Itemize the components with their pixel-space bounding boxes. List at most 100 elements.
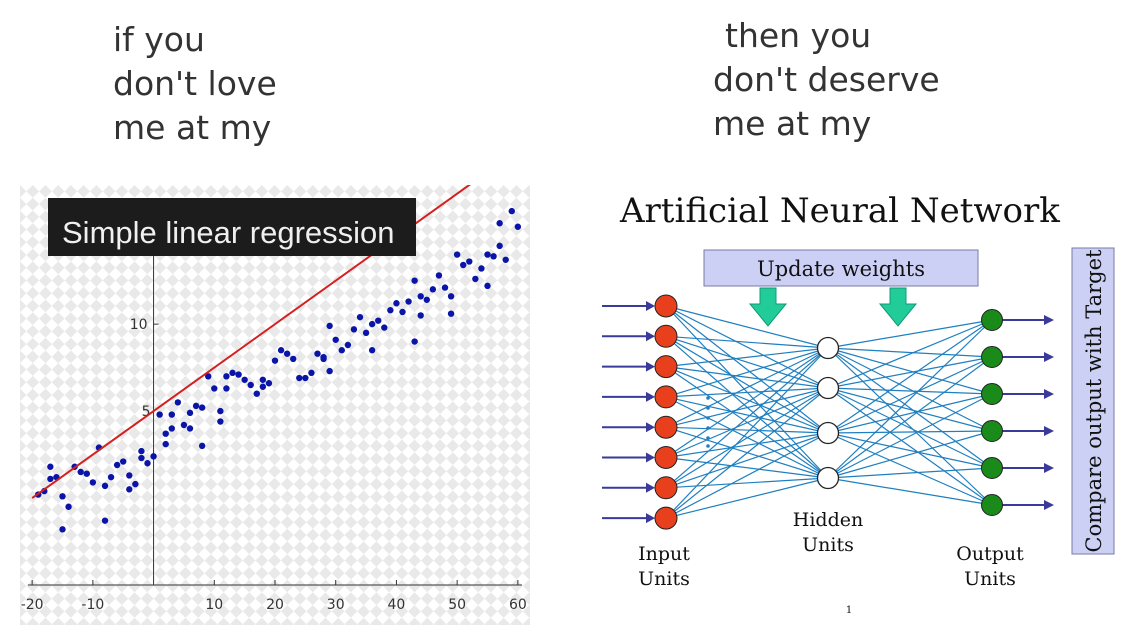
data-point xyxy=(496,242,503,250)
data-point xyxy=(478,265,485,272)
data-point xyxy=(441,284,449,291)
input-hidden-connection xyxy=(665,387,829,459)
input-hidden-connection xyxy=(665,432,829,459)
data-point xyxy=(235,371,242,378)
input-hidden-connection xyxy=(665,335,829,434)
update-weights-label: Update weights xyxy=(757,257,925,281)
data-point xyxy=(271,357,279,364)
output-node xyxy=(981,457,1003,479)
x-tick-label: 20 xyxy=(266,597,284,613)
input-hidden-connection xyxy=(665,426,829,434)
hidden-output-connection xyxy=(827,432,993,506)
data-point xyxy=(429,286,437,293)
data-point xyxy=(168,425,175,432)
hidden-output-connection xyxy=(827,387,993,506)
caption-line: me at my xyxy=(113,108,272,147)
hidden-units-label-line2: Units xyxy=(802,534,854,556)
input-hidden-connection xyxy=(665,456,829,479)
input-node xyxy=(654,506,678,530)
caption-line: if you xyxy=(113,20,205,59)
update-arrows xyxy=(748,287,918,327)
down-arrow-icon xyxy=(748,287,788,327)
data-point xyxy=(107,473,115,481)
input-hidden-connection xyxy=(665,347,829,368)
ellipsis-dot xyxy=(706,444,710,448)
data-point xyxy=(150,453,157,460)
x-tick-label: 30 xyxy=(327,597,345,613)
data-point xyxy=(411,338,418,345)
chart-title: Simple linear regression xyxy=(62,215,395,250)
data-point xyxy=(198,404,206,411)
input-node xyxy=(654,446,678,469)
data-point xyxy=(302,374,309,382)
data-point xyxy=(447,310,455,317)
input-arrow-head xyxy=(646,361,655,372)
output-units-label-line1: Output xyxy=(956,543,1024,565)
data-point xyxy=(259,383,267,390)
data-point xyxy=(368,320,376,328)
data-point xyxy=(466,258,473,265)
hidden-output-connection xyxy=(827,430,993,434)
input-arrow-head xyxy=(646,513,655,524)
input-hidden-connection xyxy=(665,387,829,398)
caption-line: don't deserve xyxy=(713,60,940,99)
input-arrow-head xyxy=(646,482,655,493)
output-arrow-head xyxy=(1044,500,1054,510)
data-point xyxy=(138,447,145,455)
data-point xyxy=(417,312,424,319)
data-point xyxy=(168,411,175,418)
data-point xyxy=(259,376,267,383)
data-point xyxy=(453,251,461,258)
data-point xyxy=(83,470,90,477)
ellipsis-dot xyxy=(706,406,710,410)
data-point xyxy=(283,350,291,357)
chart-title-background xyxy=(48,198,416,256)
data-point xyxy=(205,373,212,380)
neural-network-panel: Artificial Neural Network Update weights… xyxy=(560,180,1137,640)
x-tick-label: -10 xyxy=(81,597,104,613)
data-point xyxy=(186,425,194,432)
data-point xyxy=(217,407,224,415)
hidden-output-connection xyxy=(827,356,993,389)
data-point xyxy=(217,418,224,425)
output-arrow-head xyxy=(1044,426,1054,436)
output-arrow-head xyxy=(1044,389,1054,399)
input-arrow-head xyxy=(646,452,655,463)
data-point xyxy=(47,463,54,470)
data-point xyxy=(362,329,370,337)
data-point xyxy=(192,402,200,410)
ellipsis-dot xyxy=(706,426,710,430)
x-tick-label: 50 xyxy=(448,597,466,613)
hidden-output-connection xyxy=(827,319,993,434)
x-tick-label: 10 xyxy=(205,597,223,613)
input-hidden-connection xyxy=(665,387,829,489)
input-hidden-connection xyxy=(665,335,829,349)
data-point xyxy=(435,272,443,279)
input-node xyxy=(654,415,678,439)
regression-chart: -20 -10 10 20 30 40 50 60 10 5 Simple linear regr… xyxy=(20,185,530,625)
input-hidden-connection xyxy=(665,305,829,434)
x-tick-label: 60 xyxy=(509,597,527,613)
data-point xyxy=(320,355,327,363)
ellipsis-dot xyxy=(706,396,710,400)
data-point xyxy=(484,251,491,258)
output-node xyxy=(981,309,1003,331)
data-point xyxy=(126,472,133,479)
input-hidden-connection xyxy=(665,347,829,428)
input-node xyxy=(654,324,678,348)
data-point xyxy=(186,409,194,417)
input-hidden-connection xyxy=(665,477,829,519)
hidden-output-connection xyxy=(827,356,993,434)
x-tick-label: -20 xyxy=(21,597,44,613)
data-point xyxy=(338,347,345,354)
input-hidden-connection xyxy=(665,335,829,389)
data-point xyxy=(265,380,273,387)
data-point xyxy=(296,374,303,382)
input-hidden-connection xyxy=(665,366,829,389)
hidden-output-connection xyxy=(827,387,993,395)
input-arrow-head xyxy=(646,422,655,433)
hidden-output-connection xyxy=(827,347,993,395)
data-point xyxy=(381,324,388,331)
input-hidden-connection xyxy=(665,305,829,389)
input-hidden-connection xyxy=(665,432,829,519)
